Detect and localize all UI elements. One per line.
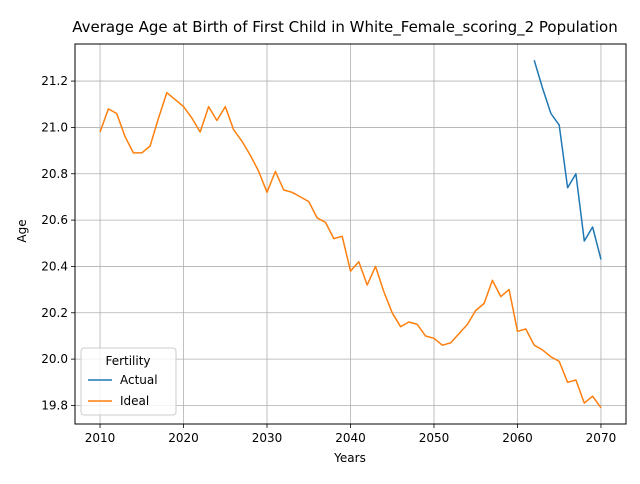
legend-label-actual: Actual [120,373,158,387]
x-tick-label: 2010 [85,431,116,445]
y-tick-label: 20.0 [41,352,68,366]
y-axis-label: Age [15,219,29,242]
x-tick-label: 2050 [419,431,450,445]
y-tick-label: 20.6 [41,213,68,227]
y-tick-label: 19.8 [41,398,68,412]
x-tick-label: 2020 [168,431,199,445]
legend-box [80,347,177,416]
x-axis-label: Years [333,451,366,465]
y-tick-label: 20.2 [41,306,68,320]
y-tick-label: 20.8 [41,167,68,181]
x-tick-label: 2030 [252,431,283,445]
chart-title: Average Age at Birth of First Child in W… [72,18,617,37]
y-tick-label: 20.4 [41,259,68,273]
series-line-ideal [99,91,602,409]
x-tick-label: 2060 [502,431,533,445]
x-tick-label: 2040 [335,431,366,445]
axis-ticks: 2010 2020 2030 2040 2050 2060 2070 19.8 20.0 20.2… [41,74,616,445]
grid [75,44,626,424]
y-tick-label: 21.2 [41,74,68,88]
x-tick-label: 2070 [586,431,617,445]
legend-label-ideal: Ideal [120,394,149,408]
series-line-actual [533,59,602,260]
y-tick-label: 21.0 [41,120,68,134]
legend-title: Fertility [105,354,150,368]
legend-items: Actual Ideal [88,373,158,408]
series-lines [99,59,602,409]
legend: Fertility Actual Ideal [80,347,177,416]
